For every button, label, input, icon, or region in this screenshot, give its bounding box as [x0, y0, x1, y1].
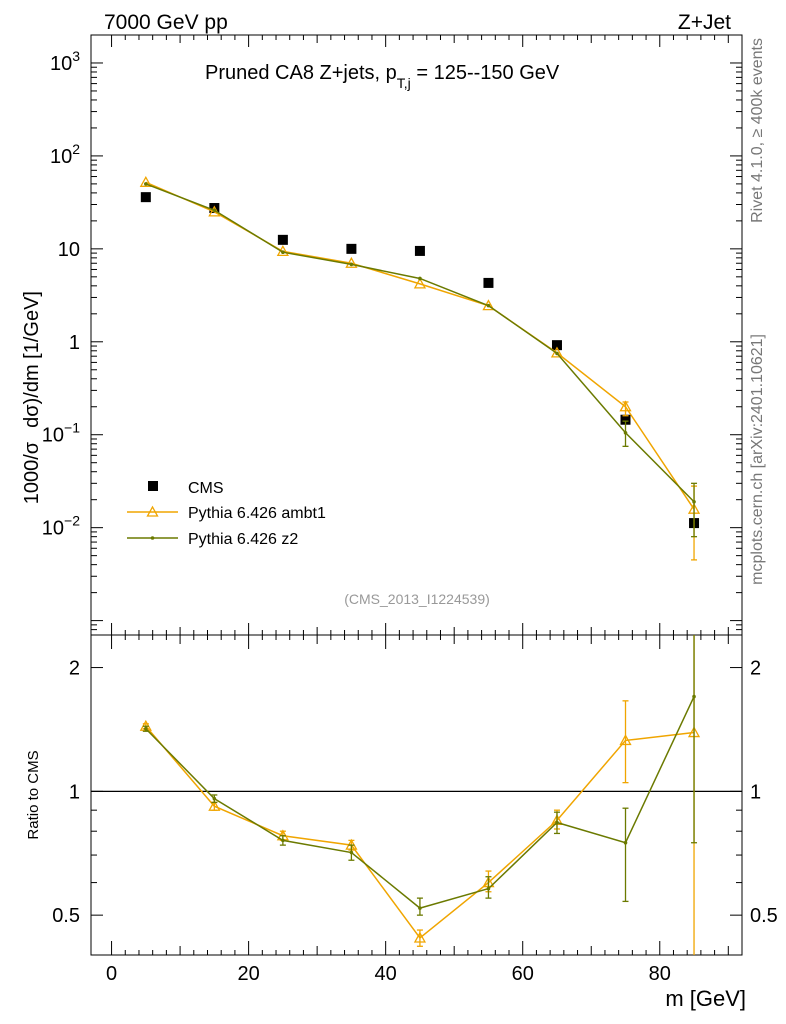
data-point-cms: [414, 245, 425, 256]
mcplots-label: mcplots.cern.ch [arXiv:2401.10621]: [749, 334, 766, 585]
ratio-point-z2: [349, 850, 354, 855]
series-line-2: [145, 183, 695, 503]
ratio-point-z2: [144, 726, 148, 731]
series-z2: [144, 182, 698, 538]
legend-z2-label: Pythia 6.426 z2: [188, 531, 298, 548]
rivet-label: Rivet 4.1.0, ≥ 400k events: [749, 38, 766, 223]
lower-panel: 0.5 0.51 12 20 20 40 60 80 Ratio to CMS m [GeV]: [25, 634, 778, 1011]
data-point-ambt1: [619, 400, 632, 412]
legend-z2-marker: [150, 536, 155, 540]
data-point-z2: [623, 430, 628, 435]
data-point-cms: [277, 234, 288, 245]
ratio-point-z2: [623, 840, 628, 845]
y-tick-label-upper: 10: [58, 239, 80, 261]
data-point-ambt1: [139, 175, 152, 187]
upper-ylabel: 1000/σ dσ)/dm [1/GeV]: [21, 291, 43, 504]
data-point-cms: [346, 243, 357, 254]
ratio-point-z2: [486, 886, 491, 891]
legend: CMS Pythia 6.426 ambt1 Pythia 6.426 z2: [127, 480, 326, 548]
data-point-z2: [212, 208, 217, 213]
upper-title: Pruned CA8 Z+jets, pT,j = 125--150 GeV: [205, 62, 560, 91]
ratio-point-ambt1: [413, 931, 427, 943]
legend-cms-marker: [148, 481, 158, 491]
data-point-z2: [692, 499, 696, 504]
ratio-series-z2: [142, 635, 698, 916]
lower-axis: 0.5 0.51 12 20 20 40 60 80: [52, 635, 778, 985]
ratio-point-z2: [212, 796, 217, 801]
ratio-point-ambt1: [619, 734, 632, 746]
data-point-z2: [555, 351, 559, 356]
x-tick-label: 20: [237, 963, 259, 985]
lower-data: [139, 635, 701, 955]
legend-item-z2: Pythia 6.426 z2: [127, 531, 298, 548]
x-axis-label: m [GeV]: [665, 986, 746, 1011]
data-point-cms: [483, 277, 494, 288]
upper-ylabel-dsigma: dσ)/dm [1/GeV]: [21, 291, 43, 428]
y-tick-label-lower-right: 2: [750, 658, 761, 680]
ratio-point-ambt1: [208, 799, 221, 811]
legend-ambt1-label: Pythia 6.426 ambt1: [188, 505, 326, 522]
data-point-cms: [620, 414, 631, 425]
upper-data: [139, 175, 701, 561]
lower-ylabel: Ratio to CMS: [25, 750, 42, 839]
y-tick-label-lower-right: 0.5: [750, 905, 778, 927]
legend-ambt1-marker: [146, 505, 159, 517]
ratio-line: [145, 696, 695, 909]
y-tick-label-upper: 102: [50, 141, 80, 168]
ratio-point-z2: [281, 838, 285, 843]
y-tick-label-lower-left: 1: [69, 781, 80, 803]
data-point-cms: [551, 340, 562, 351]
legend-item-cms: CMS: [148, 480, 224, 497]
data-point-z2: [144, 182, 148, 186]
data-point-cms: [140, 192, 151, 203]
x-tick-label: 0: [106, 963, 117, 985]
x-tick-label: 80: [649, 963, 671, 985]
ratio-point-z2: [555, 820, 559, 825]
data-point-z2: [349, 262, 354, 267]
y-tick-label-upper: 1: [69, 332, 80, 354]
ratio-point-z2: [692, 694, 696, 699]
y-tick-label-upper: 103: [50, 48, 80, 75]
header-left: 7000 GeV pp: [104, 11, 228, 34]
y-tick-label-lower-right: 1: [750, 781, 761, 803]
annotation: (CMS_2013_I1224539): [344, 591, 490, 607]
y-tick-label-lower-left: 0.5: [52, 905, 80, 927]
series-cms: [140, 192, 700, 529]
y-tick-label-upper: 10−1: [42, 420, 80, 447]
legend-cms-label: CMS: [188, 480, 224, 497]
data-point-ambt1: [345, 256, 358, 268]
upper-panel: Pruned CA8 Z+jets, pT,j = 125--150 GeV 1…: [21, 34, 743, 636]
series-ambt1: [139, 175, 701, 561]
y-tick-label-upper: 10−2: [42, 513, 80, 540]
upper-ylabel-main: 1000/σ: [21, 441, 43, 504]
data-point-ambt1: [413, 277, 427, 289]
header-right: Z+Jet: [678, 11, 731, 34]
ratio-point-z2: [418, 906, 422, 910]
legend-item-ambt1: Pythia 6.426 ambt1: [127, 505, 326, 522]
x-tick-label: 60: [512, 963, 534, 985]
data-point-z2: [486, 303, 491, 308]
y-tick-label-lower-left: 2: [69, 658, 80, 680]
series-line-1: [145, 181, 695, 510]
data-point-z2: [418, 276, 422, 281]
x-tick-label: 40: [375, 963, 397, 985]
data-point-z2: [281, 250, 285, 255]
lower-frame: [90, 634, 743, 956]
